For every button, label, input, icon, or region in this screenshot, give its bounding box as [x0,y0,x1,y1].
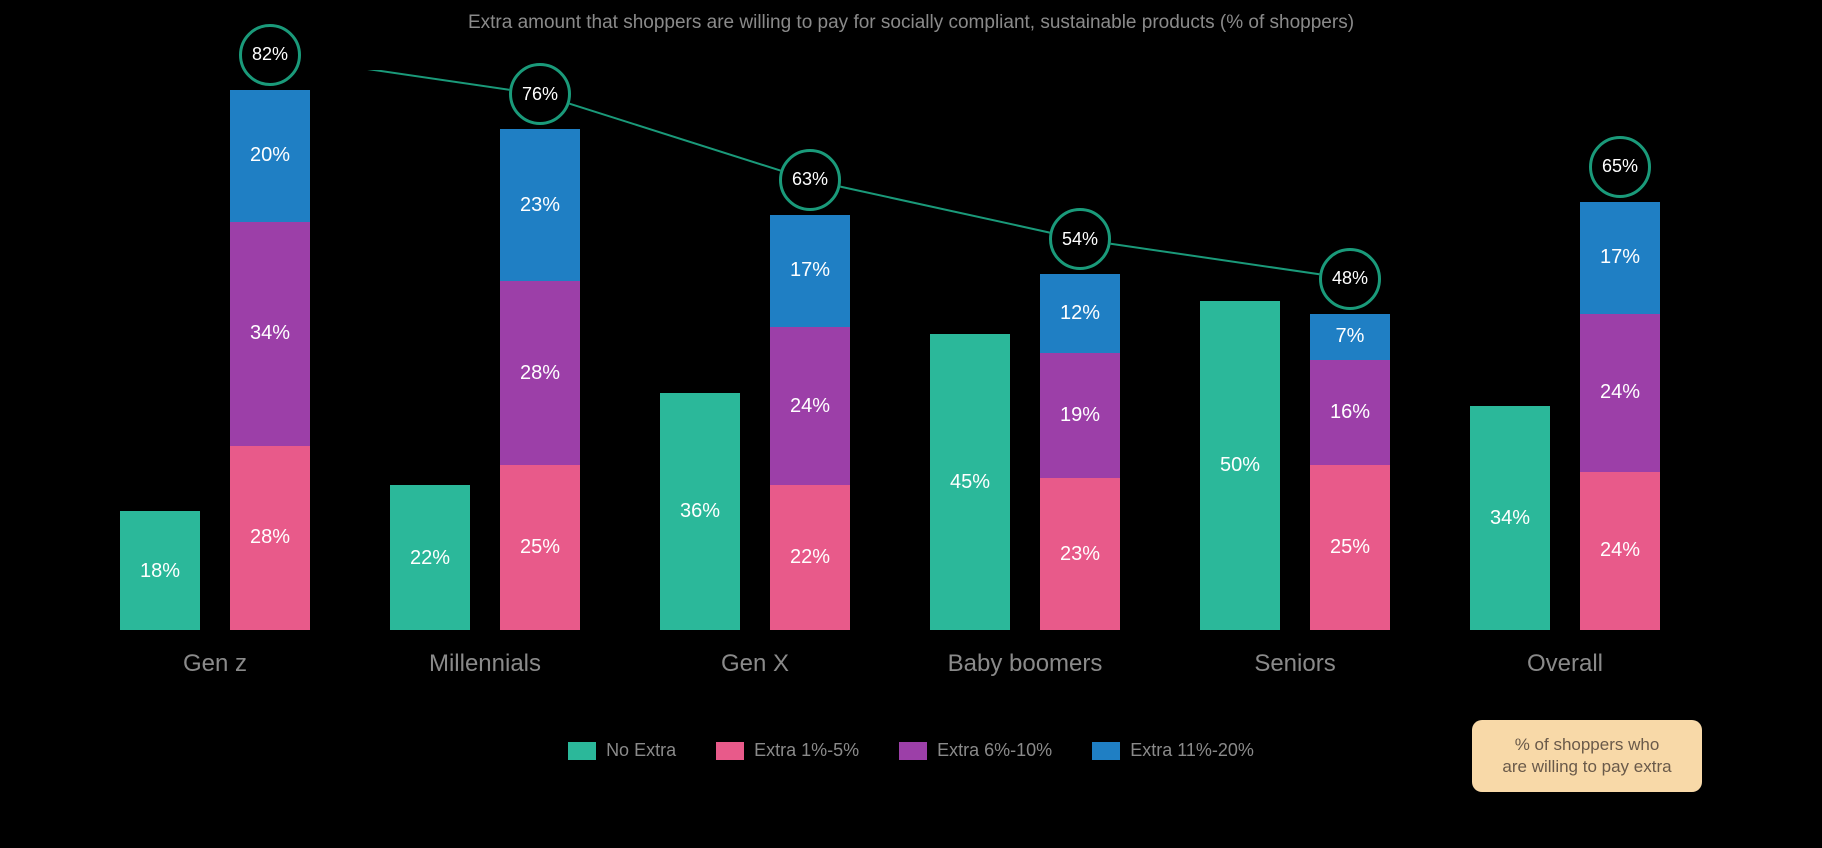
no-extra-value: 22% [390,547,470,570]
trend-marker: 54% [1049,208,1111,270]
legend-swatch [716,742,744,760]
category-label: Seniors [1200,650,1390,678]
legend-swatch [568,742,596,760]
no-extra-value: 18% [120,560,200,583]
segment-extra_6_10: 28% [500,281,580,465]
segment-extra_6_10: 34% [230,222,310,446]
legend-item-extra_1_5: Extra 1%-5% [716,740,859,761]
no-extra-value: 34% [1470,507,1550,530]
legend-item-extra_6_10: Extra 6%-10% [899,740,1052,761]
category-label: Gen z [120,650,310,678]
trend-marker: 76% [509,63,571,125]
category-label: Millennials [390,650,580,678]
legend-item-no_extra: No Extra [568,740,676,761]
no-extra-bar: 22% [390,485,470,630]
callout-line2: are willing to pay extra [1502,757,1671,776]
segment-extra_1_5: 22% [770,485,850,630]
no-extra-bar: 45% [930,334,1010,630]
segment-extra_1_5: 23% [1040,478,1120,630]
segment-extra_6_10: 24% [1580,314,1660,472]
no-extra-value: 45% [930,471,1010,494]
segment-extra_11_20: 7% [1310,314,1390,360]
category-label: Gen X [660,650,850,678]
no-extra-bar: 36% [660,393,740,630]
segment-extra_11_20: 20% [230,90,310,222]
no-extra-value: 36% [660,500,740,523]
segment-extra_11_20: 12% [1040,274,1120,353]
segment-extra_11_20: 23% [500,129,580,281]
segment-extra_6_10: 19% [1040,353,1120,478]
no-extra-bar: 18% [120,511,200,630]
callout-line1: % of shoppers who [1515,735,1660,754]
trend-line [120,70,1700,630]
segment-extra_1_5: 25% [1310,465,1390,630]
segment-extra_11_20: 17% [770,215,850,327]
no-extra-bar: 34% [1470,406,1550,630]
trend-marker: 48% [1319,248,1381,310]
legend-label: Extra 11%-20% [1130,740,1254,761]
callout-box: % of shoppers who are willing to pay ext… [1472,720,1702,792]
no-extra-value: 50% [1200,454,1280,477]
legend-label: Extra 1%-5% [754,740,859,761]
legend-label: No Extra [606,740,676,761]
legend-item-extra_11_20: Extra 11%-20% [1092,740,1254,761]
trend-marker: 65% [1589,136,1651,198]
trend-marker: 82% [239,24,301,86]
segment-extra_1_5: 28% [230,446,310,630]
legend-swatch [899,742,927,760]
segment-extra_11_20: 17% [1580,202,1660,314]
plot-area: 18%28%34%20%82%22%25%28%23%76%36%22%24%1… [120,70,1700,630]
segment-extra_1_5: 25% [500,465,580,630]
segment-extra_6_10: 24% [770,327,850,485]
segment-extra_1_5: 24% [1580,472,1660,630]
no-extra-bar: 50% [1200,301,1280,630]
legend-swatch [1092,742,1120,760]
category-label: Baby boomers [930,650,1120,678]
trend-marker: 63% [779,149,841,211]
category-label: Overall [1470,650,1660,678]
legend-label: Extra 6%-10% [937,740,1052,761]
segment-extra_6_10: 16% [1310,360,1390,465]
